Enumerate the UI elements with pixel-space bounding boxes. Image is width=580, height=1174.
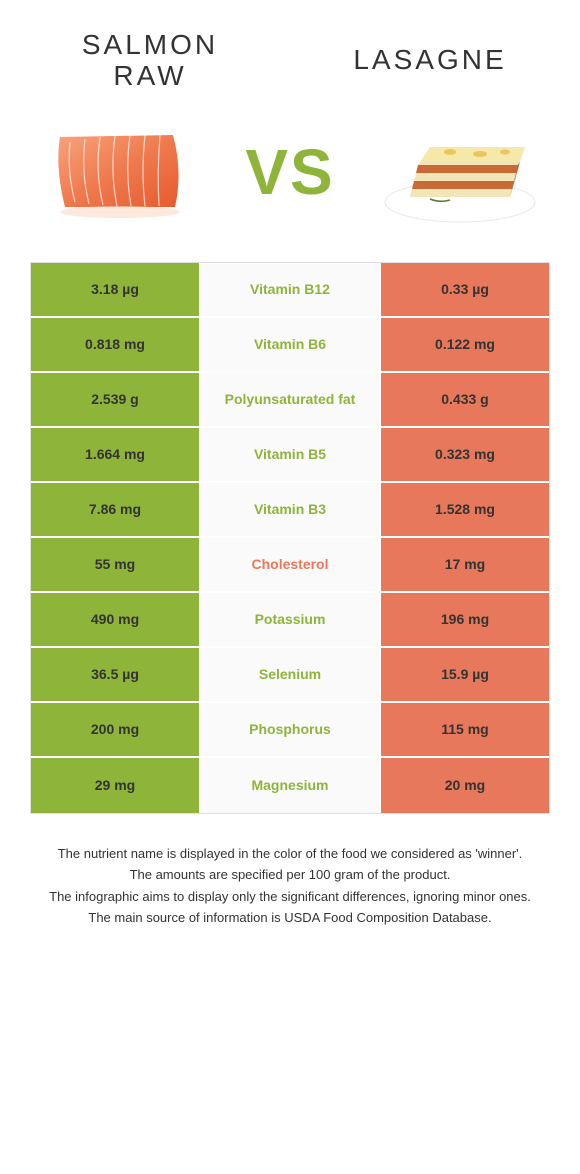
nutrient-name: Vitamin B5: [201, 428, 379, 481]
lasagne-image: [380, 112, 540, 232]
footer-line: The amounts are specified per 100 gram o…: [40, 865, 540, 885]
nutrient-name: Cholesterol: [201, 538, 379, 591]
comparison-table: 3.18 µgVitamin B120.33 µg0.818 mgVitamin…: [30, 262, 550, 814]
value-right: 15.9 µg: [379, 648, 549, 701]
value-right: 0.33 µg: [379, 263, 549, 316]
nutrient-name: Selenium: [201, 648, 379, 701]
value-right: 17 mg: [379, 538, 549, 591]
nutrient-name: Vitamin B3: [201, 483, 379, 536]
nutrient-name: Vitamin B6: [201, 318, 379, 371]
infographic-container: SALMON RAW LASAGNE: [0, 0, 580, 928]
value-right: 196 mg: [379, 593, 549, 646]
footer-line: The infographic aims to display only the…: [40, 887, 540, 907]
table-row: 200 mgPhosphorus115 mg: [31, 703, 549, 758]
table-row: 0.818 mgVitamin B60.122 mg: [31, 318, 549, 373]
table-row: 1.664 mgVitamin B50.323 mg: [31, 428, 549, 483]
footer-line: The main source of information is USDA F…: [40, 908, 540, 928]
table-row: 2.539 gPolyunsaturated fat0.433 g: [31, 373, 549, 428]
value-left: 200 mg: [31, 703, 201, 756]
table-row: 36.5 µgSelenium15.9 µg: [31, 648, 549, 703]
table-row: 3.18 µgVitamin B120.33 µg: [31, 263, 549, 318]
value-left: 29 mg: [31, 758, 201, 813]
food-title-right: LASAGNE: [330, 45, 530, 76]
value-left: 490 mg: [31, 593, 201, 646]
table-row: 7.86 mgVitamin B31.528 mg: [31, 483, 549, 538]
value-right: 20 mg: [379, 758, 549, 813]
value-right: 1.528 mg: [379, 483, 549, 536]
value-left: 36.5 µg: [31, 648, 201, 701]
table-row: 29 mgMagnesium20 mg: [31, 758, 549, 813]
table-row: 55 mgCholesterol17 mg: [31, 538, 549, 593]
value-left: 55 mg: [31, 538, 201, 591]
footer-line: The nutrient name is displayed in the co…: [40, 844, 540, 864]
salmon-image: [40, 112, 200, 232]
title-row: SALMON RAW LASAGNE: [30, 20, 550, 112]
value-left: 7.86 mg: [31, 483, 201, 536]
table-row: 490 mgPotassium196 mg: [31, 593, 549, 648]
nutrient-name: Magnesium: [201, 758, 379, 813]
footer-notes: The nutrient name is displayed in the co…: [30, 814, 550, 928]
value-right: 0.122 mg: [379, 318, 549, 371]
nutrient-name: Vitamin B12: [201, 263, 379, 316]
nutrient-name: Polyunsaturated fat: [201, 373, 379, 426]
value-left: 2.539 g: [31, 373, 201, 426]
value-right: 0.323 mg: [379, 428, 549, 481]
image-row: VS: [30, 112, 550, 262]
value-left: 3.18 µg: [31, 263, 201, 316]
value-right: 115 mg: [379, 703, 549, 756]
value-left: 1.664 mg: [31, 428, 201, 481]
nutrient-name: Potassium: [201, 593, 379, 646]
food-title-left: SALMON RAW: [50, 30, 250, 92]
value-right: 0.433 g: [379, 373, 549, 426]
nutrient-name: Phosphorus: [201, 703, 379, 756]
value-left: 0.818 mg: [31, 318, 201, 371]
vs-label: VS: [245, 135, 334, 209]
